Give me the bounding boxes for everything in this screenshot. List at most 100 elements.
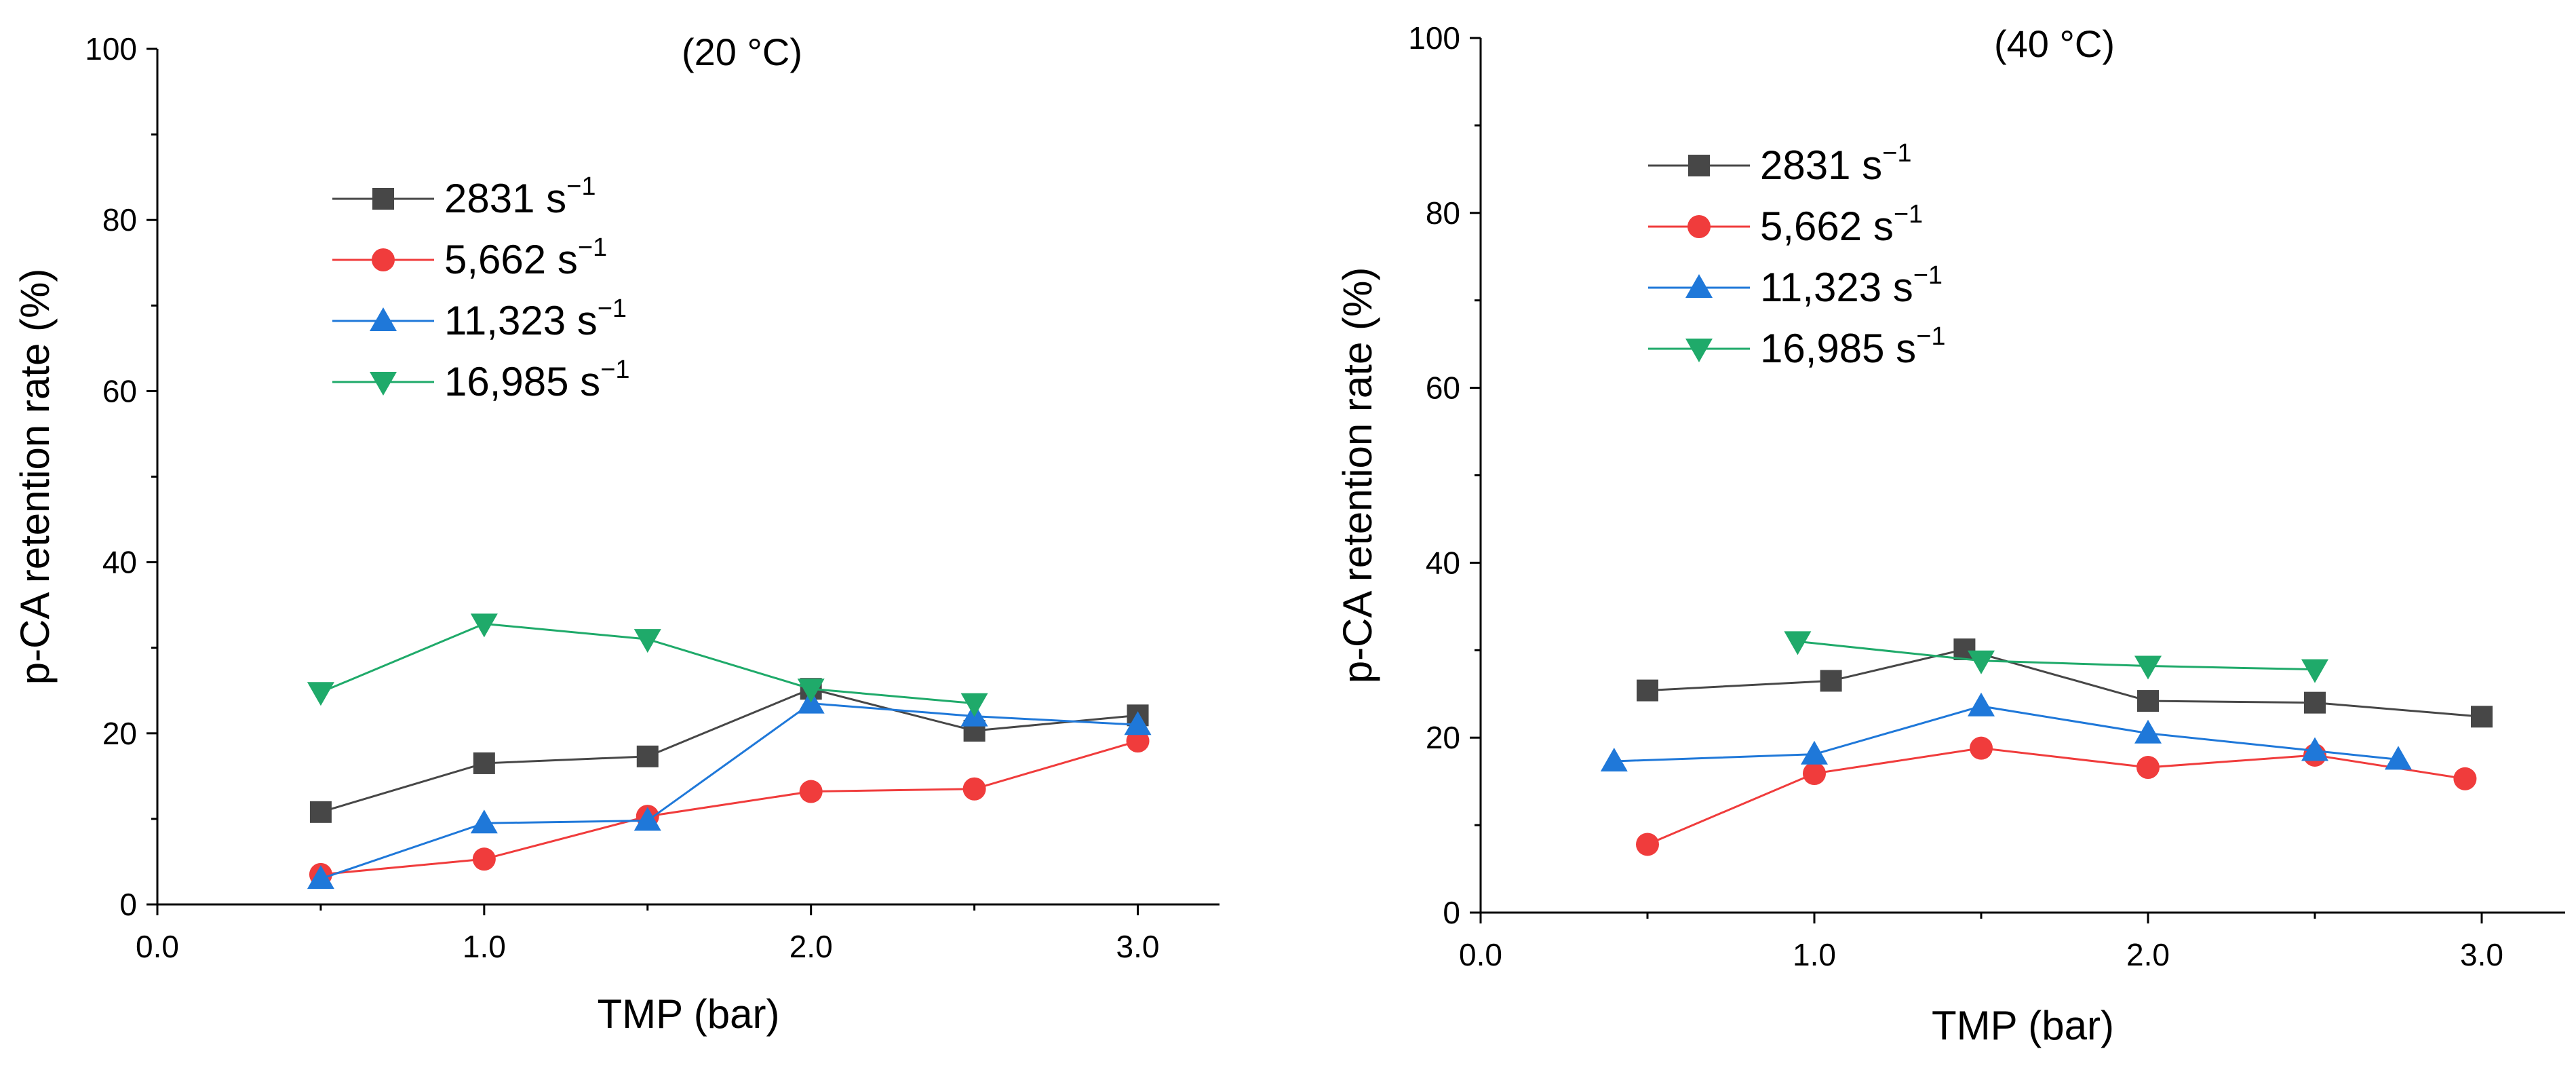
data-point xyxy=(1784,631,1812,655)
legend-superscript: −1 xyxy=(1916,322,1945,351)
x-tick-label: 0.0 xyxy=(1459,937,1502,972)
legend-entry: 16,985 s−1 xyxy=(1648,322,1946,371)
legend-marker xyxy=(370,372,397,396)
legend-label: 2831 s−1 xyxy=(444,172,596,221)
data-point xyxy=(1636,833,1659,856)
data-point xyxy=(1801,740,1828,765)
chart-title: (40 °C) xyxy=(1994,22,2115,65)
series-line xyxy=(320,740,1138,876)
data-point xyxy=(307,865,334,890)
series-2 xyxy=(1600,692,2412,772)
y-tick-label: 80 xyxy=(102,202,137,237)
legend-label: 5,662 s−1 xyxy=(1760,200,1923,249)
data-point xyxy=(1124,711,1152,735)
legend-superscript: −1 xyxy=(566,172,596,201)
data-point xyxy=(636,745,659,767)
legend-superscript: −1 xyxy=(1894,200,1923,229)
y-axis-title: p-CA retention rate (%) xyxy=(12,269,58,685)
y-tick-label: 40 xyxy=(102,545,137,580)
data-point xyxy=(470,613,498,638)
series-3 xyxy=(1784,631,2328,683)
y-tick-label: 100 xyxy=(1408,20,1460,56)
y-tick-label: 100 xyxy=(85,31,137,66)
legend-label: 16,985 s−1 xyxy=(1760,322,1946,371)
x-tick-label: 1.0 xyxy=(463,929,506,964)
series-line xyxy=(1647,648,2482,718)
series-line xyxy=(1647,747,2465,845)
x-tick-label: 1.0 xyxy=(1793,937,1836,972)
data-point xyxy=(473,752,495,774)
data-point xyxy=(2385,746,2412,770)
data-point xyxy=(1820,670,1842,692)
data-point xyxy=(2301,659,2328,683)
legend-marker xyxy=(1688,155,1710,176)
legend-superscript: −1 xyxy=(600,356,629,384)
data-point xyxy=(2304,691,2326,714)
data-point xyxy=(1600,748,1628,772)
series-3 xyxy=(307,613,988,717)
data-point xyxy=(797,679,825,703)
data-point xyxy=(2134,655,2162,680)
data-point xyxy=(1126,729,1150,753)
y-tick-label: 60 xyxy=(102,373,137,408)
legend-entry: 11,323 s−1 xyxy=(332,294,627,343)
y-tick-label: 0 xyxy=(119,887,137,922)
data-point xyxy=(2301,737,2328,761)
legend-entry: 11,323 s−1 xyxy=(1648,261,1943,310)
data-point xyxy=(962,777,986,801)
legend-marker xyxy=(1685,339,1713,362)
series-1 xyxy=(309,729,1150,886)
data-point xyxy=(1637,679,1658,702)
legend-marker xyxy=(372,188,394,210)
x-axis-title: TMP (bar) xyxy=(598,991,780,1037)
data-point xyxy=(1970,736,1993,760)
chart-panel-40c: 0 20 40 60 80 100 0.0 1.0 2.0 3.0 TMP (bar) p-CA re… xyxy=(1335,20,2565,1048)
data-point xyxy=(2453,767,2477,790)
legend-marker xyxy=(370,307,397,331)
data-point xyxy=(2137,690,2159,712)
y-axis-title: p-CA retention rate (%) xyxy=(1335,267,1380,684)
legend-marker xyxy=(1687,215,1711,238)
legend-superscript: −1 xyxy=(598,294,627,323)
data-point xyxy=(1968,692,1995,716)
data-point xyxy=(470,809,498,834)
x-tick-label: 2.0 xyxy=(789,929,833,964)
chart-panel-20c: 0 20 40 60 80 100 0.0 1.0 2.0 3.0 TMP (bar) p-CA re… xyxy=(12,31,1219,1037)
y-tick-label: 80 xyxy=(1426,195,1460,231)
y-tick-label: 60 xyxy=(1426,370,1460,406)
legend-superscript: −1 xyxy=(1913,261,1943,290)
legend-marker xyxy=(1685,274,1713,298)
series-0 xyxy=(1637,638,2493,728)
x-tick-label: 3.0 xyxy=(2460,937,2503,972)
legend-label: 11,323 s−1 xyxy=(1760,261,1943,310)
data-point xyxy=(2471,706,2493,728)
y-tick-label: 40 xyxy=(1426,545,1460,580)
data-point xyxy=(1968,650,1995,674)
legend-superscript: −1 xyxy=(578,233,607,262)
series-line xyxy=(320,687,1138,814)
y-tick-label: 20 xyxy=(1426,720,1460,755)
legend-label: 16,985 s−1 xyxy=(444,356,630,404)
series-line xyxy=(320,702,1138,880)
y-tick-label: 0 xyxy=(1443,895,1460,930)
data-point xyxy=(960,693,988,717)
series-0 xyxy=(309,678,1149,823)
y-tick-label: 20 xyxy=(102,716,137,751)
data-point xyxy=(1803,762,1826,786)
series-2 xyxy=(307,689,1152,890)
legend-entry: 5,662 s−1 xyxy=(332,233,607,282)
legend-entry: 2831 s−1 xyxy=(1648,139,1911,188)
data-point xyxy=(307,682,334,706)
data-point xyxy=(799,780,823,803)
data-point xyxy=(2134,719,2162,744)
legend-entry: 5,662 s−1 xyxy=(1648,200,1923,249)
legend-label: 2831 s−1 xyxy=(1760,139,1911,188)
series-line xyxy=(1614,705,2399,763)
data-point xyxy=(633,629,661,653)
legend-label: 11,323 s−1 xyxy=(444,294,627,343)
data-point xyxy=(309,801,332,823)
data-point xyxy=(633,807,661,831)
x-tick-label: 3.0 xyxy=(1116,929,1160,964)
data-point xyxy=(472,847,496,871)
